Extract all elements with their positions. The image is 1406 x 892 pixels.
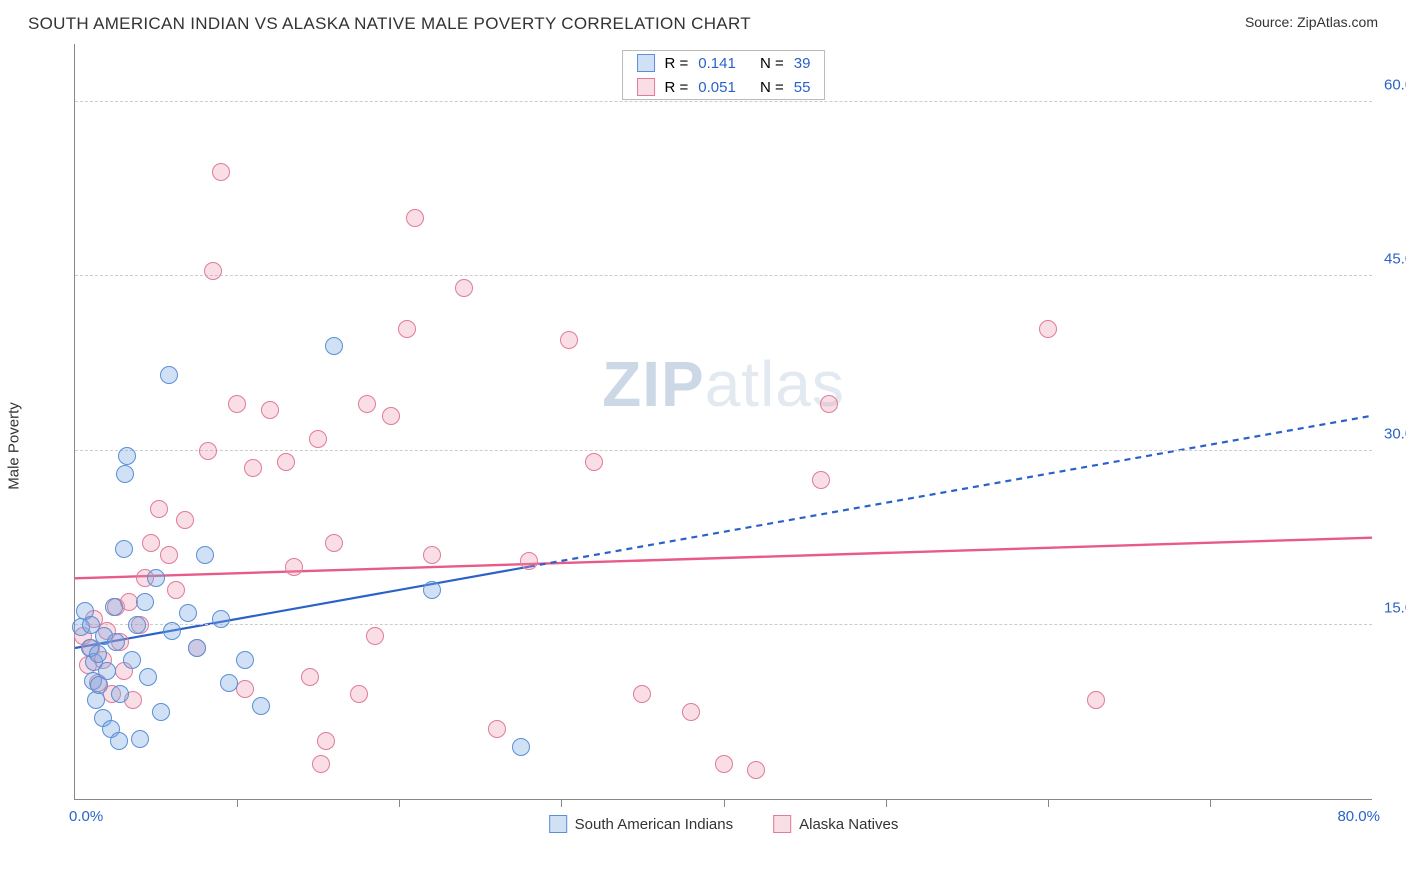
swatch-series-b-icon	[773, 815, 791, 833]
swatch-series-a-icon	[549, 815, 567, 833]
point-series-a	[111, 685, 129, 703]
point-series-a	[512, 738, 530, 756]
point-series-b	[150, 500, 168, 518]
series-legend: South American Indians Alaska Natives	[549, 815, 899, 833]
point-series-b	[423, 546, 441, 564]
point-series-b	[812, 471, 830, 489]
point-series-b	[204, 262, 222, 280]
point-series-a	[136, 593, 154, 611]
point-series-a	[87, 691, 105, 709]
point-series-b	[633, 685, 651, 703]
x-tick	[886, 799, 887, 807]
point-series-a	[105, 598, 123, 616]
point-series-a	[236, 651, 254, 669]
point-series-b	[820, 395, 838, 413]
point-series-a	[115, 540, 133, 558]
point-series-b	[398, 320, 416, 338]
point-series-a	[118, 447, 136, 465]
point-series-b	[142, 534, 160, 552]
point-series-b	[228, 395, 246, 413]
point-series-b	[325, 534, 343, 552]
point-series-a	[89, 645, 107, 663]
gridline	[75, 624, 1372, 625]
point-series-a	[116, 465, 134, 483]
point-series-a	[131, 730, 149, 748]
point-series-b	[1039, 320, 1057, 338]
x-tick	[724, 799, 725, 807]
point-series-b	[350, 685, 368, 703]
point-series-b	[317, 732, 335, 750]
point-series-a	[196, 546, 214, 564]
point-series-a	[220, 674, 238, 692]
point-series-b	[160, 546, 178, 564]
x-tick	[1210, 799, 1211, 807]
point-series-a	[147, 569, 165, 587]
y-tick-label: 30.0%	[1374, 425, 1406, 442]
point-series-a	[179, 604, 197, 622]
point-series-b	[199, 442, 217, 460]
swatch-series-a	[637, 54, 655, 72]
chart-area: Male Poverty ZIPatlas R = 0.141 N = 39 R…	[20, 36, 1386, 856]
point-series-b	[715, 755, 733, 773]
point-series-b	[455, 279, 473, 297]
point-series-a	[139, 668, 157, 686]
point-series-a	[163, 622, 181, 640]
point-series-b	[1087, 691, 1105, 709]
point-series-b	[358, 395, 376, 413]
point-series-a	[107, 633, 125, 651]
point-series-b	[212, 163, 230, 181]
point-series-b	[236, 680, 254, 698]
y-tick-label: 45.0%	[1374, 251, 1406, 268]
series-a-name: South American Indians	[575, 816, 733, 833]
gridline	[75, 450, 1372, 451]
point-series-b	[682, 703, 700, 721]
point-series-b	[261, 401, 279, 419]
point-series-b	[406, 209, 424, 227]
point-series-b	[285, 558, 303, 576]
point-series-b	[309, 430, 327, 448]
point-series-b	[167, 581, 185, 599]
point-series-a	[252, 697, 270, 715]
point-series-a	[325, 337, 343, 355]
point-series-a	[128, 616, 146, 634]
point-series-b	[560, 331, 578, 349]
x-min-label: 0.0%	[69, 808, 103, 825]
point-series-a	[160, 366, 178, 384]
series-b-name: Alaska Natives	[799, 816, 898, 833]
trend-lines	[75, 44, 1372, 799]
x-tick	[237, 799, 238, 807]
x-tick	[399, 799, 400, 807]
y-tick-label: 15.0%	[1374, 599, 1406, 616]
point-series-b	[382, 407, 400, 425]
point-series-b	[176, 511, 194, 529]
swatch-series-b	[637, 78, 655, 96]
point-series-a	[110, 732, 128, 750]
x-tick	[1048, 799, 1049, 807]
point-series-a	[98, 662, 116, 680]
y-axis-label: Male Poverty	[6, 402, 23, 490]
point-series-b	[488, 720, 506, 738]
gridline	[75, 275, 1372, 276]
point-series-b	[312, 755, 330, 773]
point-series-b	[747, 761, 765, 779]
point-series-b	[520, 552, 538, 570]
plot-region: ZIPatlas R = 0.141 N = 39 R = 0.051	[74, 44, 1372, 800]
y-tick-label: 60.0%	[1374, 77, 1406, 94]
point-series-b	[301, 668, 319, 686]
point-series-a	[212, 610, 230, 628]
point-series-a	[123, 651, 141, 669]
point-series-a	[152, 703, 170, 721]
chart-title: SOUTH AMERICAN INDIAN VS ALASKA NATIVE M…	[28, 14, 751, 34]
gridline	[75, 101, 1372, 102]
point-series-a	[188, 639, 206, 657]
point-series-b	[585, 453, 603, 471]
x-max-label: 80.0%	[1337, 808, 1380, 825]
source-attribution: Source: ZipAtlas.com	[1245, 14, 1378, 30]
point-series-a	[423, 581, 441, 599]
point-series-b	[244, 459, 262, 477]
point-series-b	[366, 627, 384, 645]
point-series-b	[277, 453, 295, 471]
correlation-legend: R = 0.141 N = 39 R = 0.051 N = 55	[622, 50, 826, 100]
x-tick	[561, 799, 562, 807]
